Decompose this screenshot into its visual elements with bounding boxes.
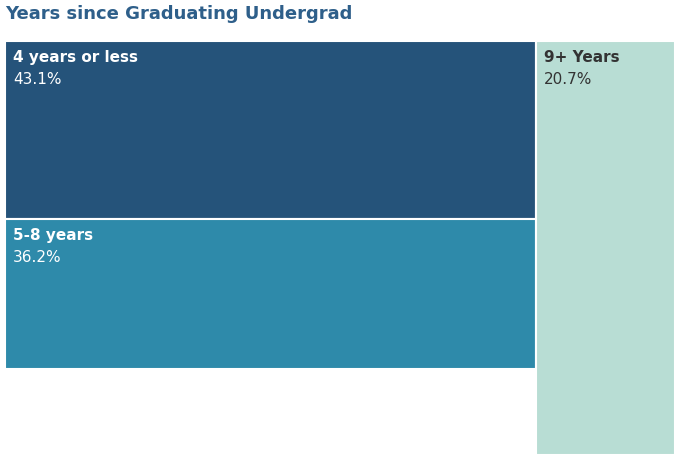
Text: Years since Graduating Undergrad: Years since Graduating Undergrad: [5, 5, 352, 23]
Text: 36.2%: 36.2%: [13, 250, 62, 265]
Bar: [537, 42, 675, 455]
Text: 9+ Years: 9+ Years: [544, 50, 620, 65]
Bar: [5, 42, 537, 220]
Text: 5-8 years: 5-8 years: [13, 228, 93, 243]
Text: 43.1%: 43.1%: [13, 72, 61, 87]
Text: 4 years or less: 4 years or less: [13, 50, 138, 65]
Bar: [5, 220, 537, 369]
Text: 20.7%: 20.7%: [544, 72, 593, 87]
